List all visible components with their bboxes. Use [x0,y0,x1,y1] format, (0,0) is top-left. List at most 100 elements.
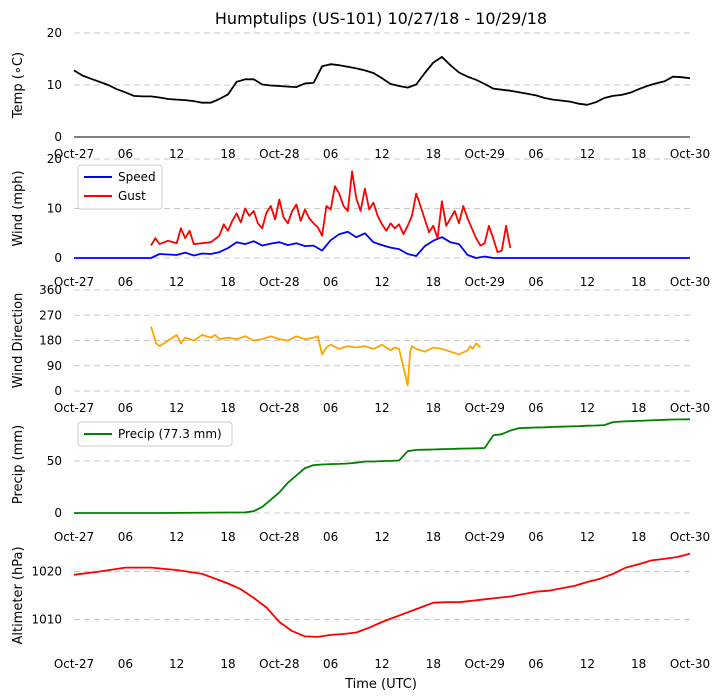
y-tick-label: 1010 [31,613,62,627]
x-tick-label: Oct-30 [670,657,710,671]
x-tick-label: 06 [528,147,543,161]
legend-label: Precip (77.3 mm) [118,427,222,441]
y-tick-label: 0 [54,251,62,265]
x-tick-label: 12 [580,657,595,671]
x-tick-label: 06 [528,275,543,289]
x-tick-label: Oct-28 [259,401,299,415]
legend-box [77,421,233,447]
x-tick-label: 06 [323,275,338,289]
x-tick-label: Oct-29 [464,530,504,544]
x-tick-label: 18 [426,147,441,161]
x-tick-label: 06 [118,530,133,544]
x-tick-label: Oct-27 [54,275,94,289]
y-tick-label: 360 [39,283,62,297]
x-tick-label: Oct-27 [54,530,94,544]
y-tick-label: 90 [47,359,62,373]
y-tick-label: 50 [47,454,62,468]
x-tick-label: Oct-28 [259,657,299,671]
x-tick-label: Oct-30 [670,147,710,161]
x-tick-label: 18 [220,530,235,544]
panel-wind: 0 10 20 Wind (mph) Oct-27 06 12 18 Oct-28 06 12 18 O… [11,152,710,289]
x-tick-label: 18 [631,275,646,289]
x-tick-label: 18 [426,530,441,544]
panel-dir: 0 90 180 270 360 Wind Direction Oct-27 06 12 18 Oc… [11,283,710,415]
y-axis-label: Precip (mm) [11,425,26,504]
x-tick-label: 18 [631,401,646,415]
x-tick-label: 06 [118,657,133,671]
series-direction [150,326,482,387]
chart-title: Humptulips (US-101) 10/27/18 - 10/29/18 [215,9,547,28]
x-tick-label: 12 [374,401,389,415]
x-tick-label: 12 [374,147,389,161]
x-tick-label: 12 [374,657,389,671]
x-tick-label: 12 [169,401,184,415]
x-tick-label: 18 [426,657,441,671]
x-axis-label: Time (UTC) [344,677,417,692]
x-tick-label: Oct-29 [464,401,504,415]
series-gust [150,170,512,254]
x-tick-label: 18 [631,657,646,671]
x-tick-label: Oct-28 [259,275,299,289]
y-tick-label: 1020 [31,564,62,578]
x-tick-label: 06 [118,147,133,161]
x-tick-label: Oct-27 [54,657,94,671]
x-tick-label: 12 [374,275,389,289]
x-tick-label: 06 [118,275,133,289]
y-tick-label: 0 [54,130,62,144]
y-tick-label: 0 [54,506,62,520]
x-tick-label: 18 [220,401,235,415]
x-tick-label: 06 [323,147,338,161]
x-tick-label: Oct-30 [670,401,710,415]
x-tick-label: Oct-30 [670,530,710,544]
x-tick-label: Oct-29 [464,657,504,671]
legend-label: Speed [118,170,156,184]
x-tick-label: Oct-29 [464,147,504,161]
x-tick-label: Oct-29 [464,275,504,289]
x-tick-label: 18 [426,275,441,289]
x-tick-label: Oct-27 [54,147,94,161]
y-tick-label: 270 [39,308,62,322]
x-tick-label: Oct-27 [54,401,94,415]
panel-precip: 0 50 Precip (mm) Oct-27 06 12 18 Oct-28 06 12 18 Oc… [11,418,710,544]
y-axis-label: Wind Direction [11,293,26,389]
y-axis-label: Wind (mph) [11,170,26,246]
x-tick-label: 06 [323,657,338,671]
x-tick-label: 06 [528,530,543,544]
x-tick-label: 18 [220,275,235,289]
x-tick-label: 12 [169,530,184,544]
panel-alt: 1010 1020 Altimeter (hPa) Oct-27 06 12 18 Oct-2… [11,546,710,671]
x-tick-label: 12 [169,657,184,671]
y-tick-label: 20 [47,152,62,166]
series-altimeter [73,552,691,638]
x-tick-label: 18 [631,530,646,544]
x-tick-label: 06 [528,401,543,415]
x-tick-label: 12 [580,147,595,161]
panel-temp: 0 10 20 Temp (∘C) Oct-27 06 12 18 Oct-28 06 12 18 Oc… [11,26,710,161]
x-tick-label: 18 [426,401,441,415]
series-temp [73,56,691,106]
y-tick-label: 10 [47,202,62,216]
x-tick-label: 12 [374,530,389,544]
y-tick-label: 10 [47,78,62,92]
y-axis-label: Altimeter (hPa) [11,546,26,644]
x-tick-label: 06 [528,657,543,671]
x-tick-label: 18 [220,657,235,671]
x-tick-label: 06 [118,401,133,415]
series-speed [74,230,690,259]
y-tick-label: 0 [54,384,62,398]
x-tick-label: 12 [580,530,595,544]
x-tick-label: 12 [580,401,595,415]
x-tick-label: Oct-28 [259,147,299,161]
x-tick-label: 18 [220,147,235,161]
y-axis-label: Temp (∘C) [11,52,26,119]
y-tick-label: 20 [47,26,62,40]
x-tick-label: 12 [169,147,184,161]
legend-label: Gust [118,189,146,203]
y-tick-label: 180 [39,334,62,348]
x-tick-label: 18 [631,147,646,161]
series-precip-77-3-mm- [74,418,691,514]
x-tick-label: 06 [323,530,338,544]
x-tick-label: 12 [169,275,184,289]
